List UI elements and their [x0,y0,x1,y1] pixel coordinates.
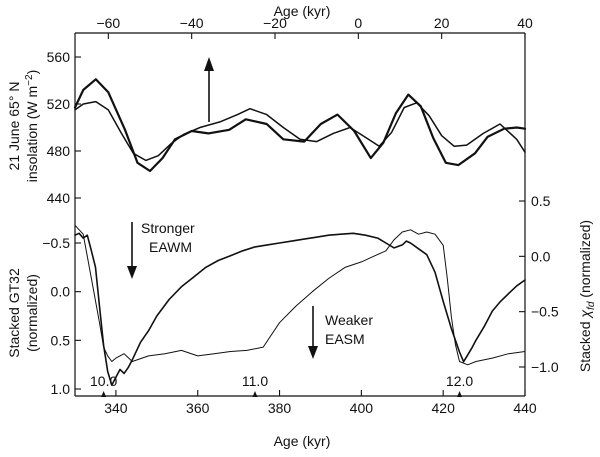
arrowhead-insolation [204,57,214,71]
gt32-title-line2: (normalized) [24,274,40,352]
bottom-tick-label: 380 [268,400,292,416]
chi-title-suffix: (normalized) [577,220,593,302]
insolation-title-line2: insolation (W m−2) [24,70,40,183]
insolation-tick-label: 520 [47,96,71,112]
insolation-series-line-1 [73,78,527,173]
insolation-title-sup: −2 [24,74,35,86]
top-tick-label: 40 [517,15,533,31]
chi-tick-label: 0.0 [531,248,551,264]
mis-label: 11.0 [242,373,268,389]
bottom-tick-label: 340 [104,400,128,416]
arrowhead-weaker [308,346,318,359]
chi-title-sub: fd [586,301,597,310]
insolation-axis-title: 21 June 65° N insolation (W m−2) [6,70,40,183]
series-group [73,78,527,386]
top-tick-label: −60 [96,15,120,31]
arrowhead-stronger [127,266,137,279]
chi-axis-ticks: 0.5 0.0 −0.5 −1.0 [519,193,559,375]
mis-marker [252,391,258,397]
top-tick-label: 20 [434,15,450,31]
gt32-axis-title: Stacked GT32 (normalized) [6,268,40,358]
chi-axis-title: Stacked χfd (normalized) [577,220,597,372]
bottom-tick-label: 360 [186,400,210,416]
insolation-title-tail: ) [24,70,40,75]
bottom-tick-label: 440 [513,400,537,416]
insolation-axis-ticks: 440 480 520 560 [47,49,81,206]
chi-tick-label: 0.5 [531,193,551,209]
gt32-tick-label: 0.5 [51,332,71,348]
chi-tick-label: −0.5 [531,304,559,320]
gt32-tick-label: 0.0 [51,284,71,300]
annotation-stronger-line1: Stronger [141,220,195,236]
top-tick-label: 0 [354,15,362,31]
gt32-series-line [74,232,526,386]
mis-labels: 10.0 11.0 12.0 [90,373,473,397]
mis-label: 10.0 [90,373,117,389]
chi-series-line [74,224,526,366]
annotation-weaker-line2: EASM [325,331,365,347]
top-tick-label: −40 [180,15,204,31]
annotation-insolation-arrow [204,57,214,122]
annotation-stronger: Stronger EAWM [127,220,195,279]
bottom-tick-label: 420 [432,400,456,416]
top-tick-label: −20 [263,15,287,31]
top-axis-ticks: −60 −40 −20 0 20 40 [96,15,533,39]
chi-title-prefix: Stacked [577,318,593,372]
chi-tick-label: −1.0 [531,359,559,375]
insolation-series-line-2 [74,100,526,162]
insolation-tick-label: 560 [47,49,71,65]
chi-title: Stacked χfd (normalized) [577,220,597,372]
insolation-tick-label: 440 [47,190,71,206]
bottom-axis-title: Age (kyr) [274,433,331,449]
mis-marker [101,391,107,397]
gt32-tick-label: −0.5 [42,235,70,251]
insolation-title-line1: 21 June 65° N [6,82,22,171]
gt32-title-line1: Stacked GT32 [6,268,22,358]
annotation-weaker-line1: Weaker [325,312,373,328]
chi-title-symbol: χ [577,310,593,320]
insolation-tick-label: 480 [47,143,71,159]
mis-marker [457,391,463,397]
bottom-tick-label: 400 [350,400,374,416]
annotation-stronger-line2: EAWM [149,239,192,255]
gt32-tick-label: 1.0 [51,381,71,397]
bottom-axis-ticks: 340 360 380 400 420 440 [104,390,537,416]
top-axis-title: Age (kyr) [274,3,331,19]
mis-label: 12.0 [446,373,473,389]
insolation-title-main: insolation (W m [24,86,40,182]
gt32-axis-ticks: −0.5 0.0 0.5 1.0 [42,235,81,397]
annotation-weaker: Weaker EASM [308,306,373,359]
plot-frame [74,32,526,397]
